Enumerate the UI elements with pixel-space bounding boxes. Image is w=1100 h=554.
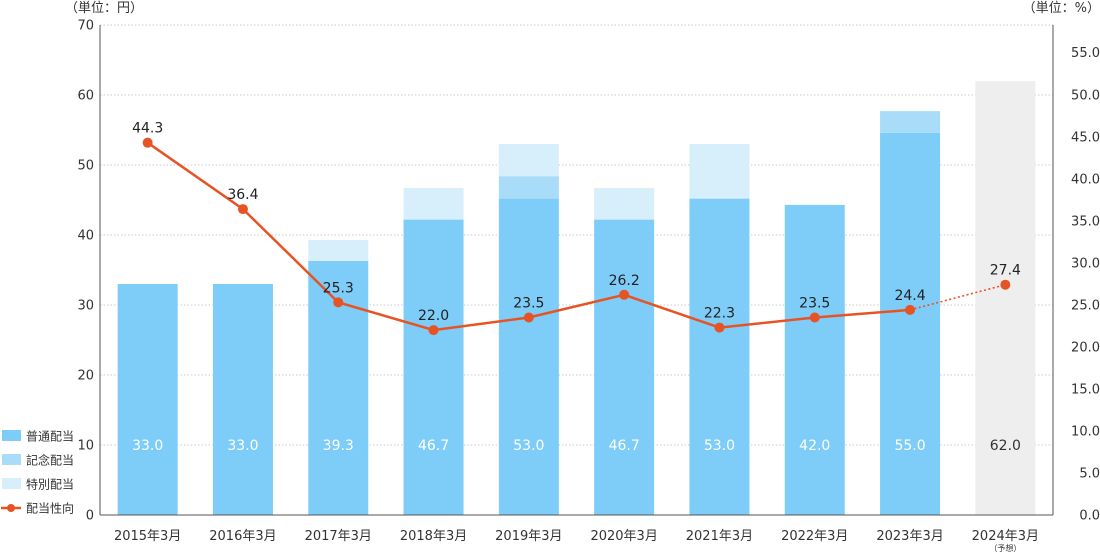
left-tick-label: 0 <box>86 509 94 524</box>
data-labels: 33.0 33.0 39.3 46.7 53.0 46.7 53.0 42.0 55.0 62.0… <box>132 121 1021 454</box>
legend-label: 記念配当 <box>26 453 74 468</box>
bar-segment <box>880 132 941 516</box>
axes: （単位：円） （単位：%） 0 10 20 30 40 50 60 70 0.0 5.0 10.0 1… <box>65 0 1100 553</box>
bars <box>117 81 1036 516</box>
legend-swatch <box>2 454 21 465</box>
line-point <box>714 322 725 333</box>
x-tick-label: 2018年3月 <box>400 529 467 544</box>
bar-forecast <box>975 81 1036 515</box>
line-value-label: 36.4 <box>227 187 258 203</box>
x-tick-label: 2021年3月 <box>686 529 753 544</box>
line-point <box>333 297 344 308</box>
line-value-label: 27.4 <box>990 263 1021 279</box>
bar-segment <box>308 239 369 261</box>
bar-segment <box>689 144 750 199</box>
legend-swatch <box>2 478 21 489</box>
right-tick-label: 15.0 <box>1071 382 1100 397</box>
bar-total-label: 55.0 <box>894 438 925 454</box>
bar-total-label: 46.7 <box>418 438 449 454</box>
right-axis-unit: （単位：%） <box>1023 0 1100 16</box>
bar-segment <box>212 284 273 515</box>
line-point <box>809 312 820 323</box>
line-value-label: 22.3 <box>704 306 735 322</box>
line-forecast-dashed <box>909 283 1006 311</box>
x-tick-label: 2015年3月 <box>114 529 181 544</box>
right-tick-label: 5.0 <box>1079 466 1100 481</box>
right-tick-label: 30.0 <box>1071 256 1100 271</box>
line-value-label: 23.5 <box>799 295 830 311</box>
left-axis-unit: （単位：円） <box>65 0 143 16</box>
bar-segment <box>594 188 655 220</box>
bar-segment <box>403 219 464 515</box>
bar-total-label: 53.0 <box>704 438 735 454</box>
right-tick-label: 25.0 <box>1071 298 1100 313</box>
line-point <box>523 312 534 323</box>
bar-total-label: 33.0 <box>132 438 163 454</box>
x-tick-note: （予想） <box>989 543 1021 553</box>
left-tick-label: 70 <box>77 19 94 34</box>
line-point <box>428 325 439 336</box>
right-tick-label: 10.0 <box>1071 424 1100 439</box>
bar-segment <box>498 198 559 515</box>
bar-total-label: 62.0 <box>990 438 1021 454</box>
x-tick-label: 2022年3月 <box>781 529 848 544</box>
bar-segment <box>689 198 750 515</box>
left-tick-label: 30 <box>77 299 94 314</box>
x-tick-label: 2017年3月 <box>305 529 372 544</box>
line-value-label: 23.5 <box>513 295 544 311</box>
right-tick-label: 45.0 <box>1071 130 1100 145</box>
x-tick-label: 2020年3月 <box>590 529 657 544</box>
x-tick-label: 2019年3月 <box>495 529 562 544</box>
bar-total-label: 33.0 <box>227 438 258 454</box>
left-tick-label: 40 <box>77 229 94 244</box>
line-value-label: 22.0 <box>418 308 449 324</box>
bar-segment <box>403 188 464 220</box>
line-point <box>237 204 248 215</box>
legend-label: 配当性向 <box>26 501 74 516</box>
left-tick-label: 60 <box>77 89 94 104</box>
bar-segment <box>880 111 941 133</box>
left-tick-label: 10 <box>77 439 94 454</box>
right-tick-label: 20.0 <box>1071 340 1100 355</box>
bar-segment <box>594 219 655 515</box>
bar-segment <box>498 176 559 199</box>
bar-total-label: 42.0 <box>799 438 830 454</box>
right-tick-label: 50.0 <box>1071 88 1100 103</box>
line-value-label: 26.2 <box>609 273 640 289</box>
left-tick-label: 20 <box>77 369 94 384</box>
x-tick-label: 2023年3月 <box>876 529 943 544</box>
bar-total-label: 46.7 <box>609 438 640 454</box>
bar-segment <box>117 284 178 515</box>
line-value-label: 24.4 <box>894 288 925 304</box>
bar-segment <box>784 204 845 515</box>
right-tick-label: 55.0 <box>1071 46 1100 61</box>
payout-ratio-line <box>142 137 1011 336</box>
bar-segment <box>498 144 559 177</box>
line-point <box>905 304 916 315</box>
legend-swatch <box>2 430 21 441</box>
line-point <box>619 289 630 300</box>
bar-total-label: 53.0 <box>513 438 544 454</box>
left-tick-label: 50 <box>77 159 94 174</box>
line-value-label: 25.3 <box>323 280 354 296</box>
legend-line-marker <box>7 504 15 512</box>
legend-label: 特別配当 <box>26 477 74 492</box>
x-tick-label: 2024年3月 <box>972 529 1039 544</box>
line-point <box>142 137 153 148</box>
legend-label: 普通配当 <box>26 430 74 444</box>
right-tick-label: 0.0 <box>1079 509 1100 524</box>
line-point <box>1000 279 1011 290</box>
line-value-label: 44.3 <box>132 121 163 137</box>
right-tick-label: 40.0 <box>1071 172 1100 187</box>
x-tick-label: 2016年3月 <box>209 529 276 544</box>
right-tick-label: 35.0 <box>1071 214 1100 229</box>
bar-total-label: 39.3 <box>323 438 354 454</box>
